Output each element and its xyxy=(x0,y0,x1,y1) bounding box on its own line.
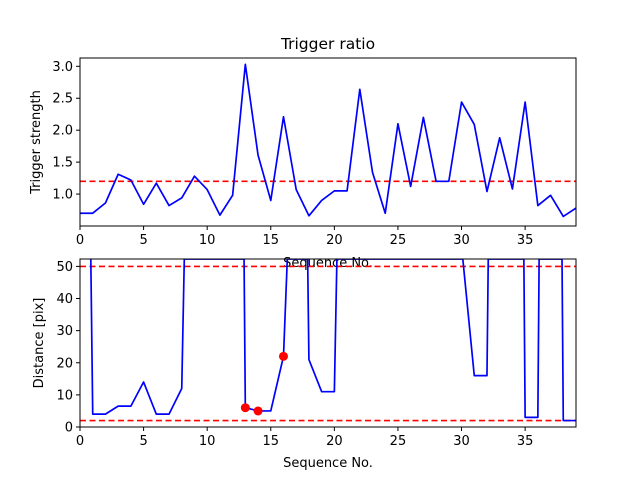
y-tick-label: 2.0 xyxy=(52,124,73,139)
highlight-marker xyxy=(240,403,250,413)
x-tick-label: 25 xyxy=(390,434,407,449)
x-tick-label: 15 xyxy=(262,434,279,449)
x-tick-label: 0 xyxy=(76,233,84,248)
highlight-marker xyxy=(253,406,263,416)
y-tick-label: 3.0 xyxy=(52,60,73,75)
x-tick-label: 10 xyxy=(199,233,216,248)
y-axis-label: Distance [pix] xyxy=(32,298,47,389)
x-tick-label: 20 xyxy=(326,233,343,248)
y-tick-label: 10 xyxy=(56,388,73,403)
highlight-marker xyxy=(278,351,288,361)
y-tick-label: 2.5 xyxy=(52,92,73,107)
y-axis-label: Trigger strength xyxy=(29,90,44,195)
y-tick-label: 1.5 xyxy=(52,156,73,171)
plot-frame xyxy=(79,57,577,227)
series-line-0 xyxy=(80,63,576,218)
x-tick-label: 5 xyxy=(139,233,147,248)
chart-title: Trigger ratio xyxy=(280,35,375,53)
series-line-0 xyxy=(89,259,576,422)
x-tick-label: 15 xyxy=(262,233,279,248)
y-tick-label: 50 xyxy=(56,260,73,275)
y-tick-label: 1.0 xyxy=(52,188,73,203)
x-tick-label: 25 xyxy=(390,233,407,248)
x-tick-label: 30 xyxy=(453,233,470,248)
trigger-ratio-panel: 0 5 10 15 20 25 30 35 1.0 1.5 2.0 2.5 3.0 Trigger rat… xyxy=(29,35,577,271)
x-tick-label: 35 xyxy=(517,233,534,248)
x-tick-label: 0 xyxy=(76,434,84,449)
y-tick-label: 0 xyxy=(65,421,73,436)
distance-panel: 0 5 10 15 20 25 30 35 0 10 20 30 40 50 Sequence No. Dis… xyxy=(32,258,577,471)
y-tick-label: 20 xyxy=(56,356,73,371)
plot-frame xyxy=(79,258,577,428)
x-tick-label: 20 xyxy=(326,434,343,449)
y-tick-label: 40 xyxy=(56,292,73,307)
x-tick-label: 30 xyxy=(453,434,470,449)
x-tick-label: 5 xyxy=(139,434,147,449)
y-tick-label: 30 xyxy=(56,324,73,339)
x-tick-label: 10 xyxy=(199,434,216,449)
x-tick-label: 35 xyxy=(517,434,534,449)
x-axis-label: Sequence No. xyxy=(283,456,373,471)
x-axis-label: Sequence No. xyxy=(283,256,373,271)
